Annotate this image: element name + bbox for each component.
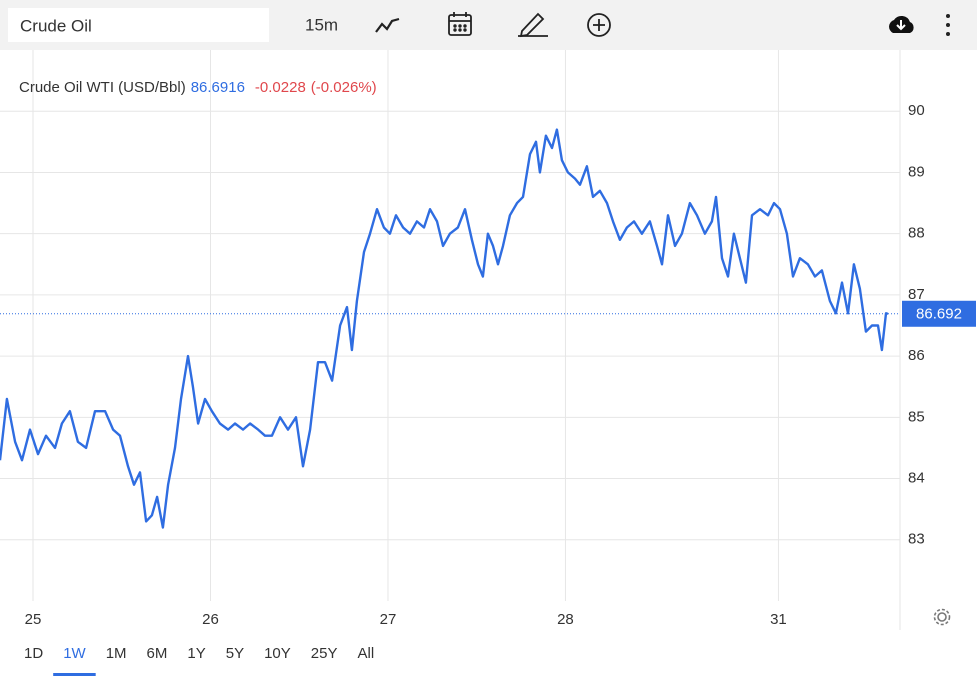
chart-title: Crude Oil WTI (USD/Bbl) xyxy=(19,79,186,96)
price: 86.6916 xyxy=(191,79,245,96)
x-tick-label: 26 xyxy=(202,611,219,628)
y-tick-label: 89 xyxy=(908,163,925,180)
change: -0.0228 xyxy=(255,79,306,96)
range-button[interactable]: 1Y xyxy=(187,645,205,662)
range-button[interactable]: 10Y xyxy=(264,645,291,662)
overlay: 83 84 85 86 87 88 89 90 25 26 27 28 31 86.692 Crude Oi… xyxy=(0,79,976,676)
range-underline xyxy=(53,673,96,676)
y-tick-label: 83 xyxy=(908,531,925,548)
y-tick-label: 86 xyxy=(908,347,925,364)
interval[interactable]: 15m xyxy=(305,15,338,34)
add-icon[interactable] xyxy=(587,13,611,37)
y-tick-label: 84 xyxy=(908,470,925,487)
y-tick-label: 90 xyxy=(908,102,925,119)
x-tick-label: 28 xyxy=(557,611,574,628)
settings-icon[interactable] xyxy=(933,608,951,626)
y-tick-label: 88 xyxy=(908,225,925,242)
range-button[interactable]: 1W xyxy=(63,645,86,662)
range-button[interactable]: 25Y xyxy=(311,645,338,662)
range-button[interactable]: All xyxy=(358,645,375,662)
change-percent: (-0.026%) xyxy=(311,79,377,96)
range-button[interactable]: 1M xyxy=(106,645,127,662)
symbol-input[interactable] xyxy=(8,8,269,42)
chart-type-icon[interactable] xyxy=(375,17,400,33)
last-price-tag xyxy=(902,300,976,327)
price-line xyxy=(0,128,889,529)
x-tick-label: 25 xyxy=(25,611,42,628)
range-button[interactable]: 1D xyxy=(24,645,43,662)
menu-icon[interactable] xyxy=(946,14,950,36)
download-icon[interactable] xyxy=(889,15,914,33)
plot xyxy=(0,50,900,601)
y-tick-label: 87 xyxy=(908,286,925,303)
x-tick-label: 27 xyxy=(380,611,397,628)
x-tick-label: 31 xyxy=(770,611,787,628)
last-price-label: 86.692 xyxy=(916,306,962,323)
y-tick-label: 85 xyxy=(908,408,925,425)
draw-icon[interactable] xyxy=(518,12,548,38)
range-button[interactable]: 6M xyxy=(147,645,168,662)
range-button[interactable]: 5Y xyxy=(226,645,244,662)
symbol: Crude Oil xyxy=(20,16,92,35)
calendar-icon[interactable] xyxy=(448,12,472,36)
